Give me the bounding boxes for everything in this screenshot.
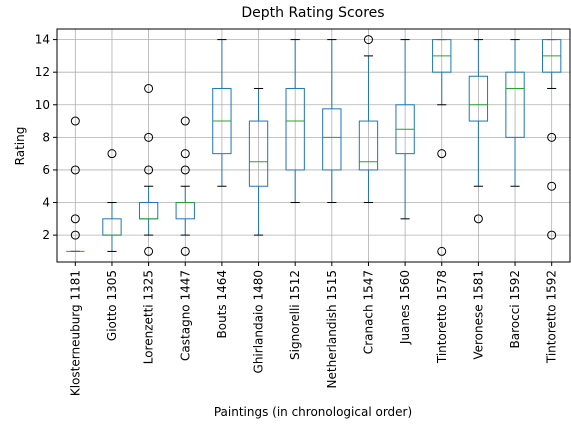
box	[248, 120, 269, 187]
flier	[547, 181, 557, 191]
box	[322, 108, 342, 171]
x-tick-label: Veronese 1581	[471, 270, 485, 360]
flier	[437, 246, 447, 256]
flier	[70, 165, 80, 175]
flier	[144, 165, 154, 175]
flier	[70, 230, 80, 240]
flier	[180, 246, 190, 256]
flier	[180, 116, 190, 126]
y-tick-label: 12	[35, 65, 50, 79]
flier	[107, 149, 117, 159]
flier	[70, 116, 80, 126]
x-tick-label: Lorenzetti 1325	[142, 270, 156, 364]
x-tick-label: Barocci 1592	[508, 270, 522, 348]
x-tick-label: Klosterneuburg 1181	[68, 270, 82, 396]
flier	[144, 83, 154, 93]
y-tick-label: 10	[35, 98, 50, 112]
y-tick-label: 2	[42, 228, 50, 242]
x-tick-label: Ghirlandaio 1480	[252, 270, 266, 373]
flier	[437, 149, 447, 159]
flier	[144, 132, 154, 142]
x-tick-label: Netherlandish 1515	[325, 270, 339, 388]
x-tick-label: Cranach 1547	[361, 270, 375, 354]
x-tick-label: Castagno 1447	[178, 270, 192, 361]
x-tick-label: Juanes 1560	[398, 270, 412, 345]
flier	[547, 230, 557, 240]
flier	[144, 246, 154, 256]
y-axis-label: Rating	[13, 127, 27, 166]
x-tick-label: Signorelli 1512	[288, 270, 302, 360]
box	[468, 75, 489, 122]
box	[285, 87, 305, 171]
flier	[473, 214, 483, 224]
y-tick-label: 14	[35, 33, 50, 47]
box	[358, 120, 379, 171]
y-tick-label: 6	[42, 163, 50, 177]
x-axis-label: Paintings (in chronological order)	[214, 405, 412, 419]
x-tick-label: Bouts 1464	[215, 270, 229, 339]
x-tick-label: Tintoretto 1578	[435, 270, 449, 364]
flier	[180, 165, 190, 175]
x-tick-label: Giotto 1305	[105, 270, 119, 341]
y-tick-label: 8	[42, 130, 50, 144]
x-tick-label: Tintoretto 1592	[545, 270, 559, 364]
flier	[547, 132, 557, 142]
flier	[70, 214, 80, 224]
y-tick-label: 4	[42, 196, 50, 210]
plot-frame	[56, 28, 571, 263]
flier	[363, 35, 373, 45]
chart-title: Depth Rating Scores	[241, 5, 384, 21]
box	[505, 71, 525, 138]
flier	[180, 149, 190, 159]
